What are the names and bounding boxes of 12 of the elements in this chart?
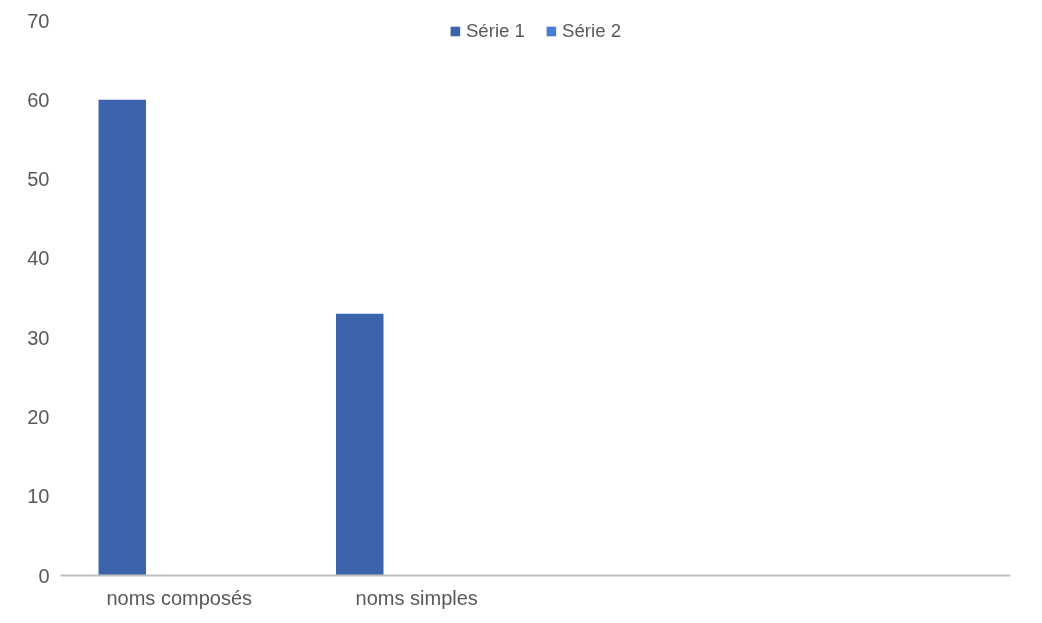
x-tick-label: noms simples	[355, 586, 478, 609]
legend-label: Série 2	[562, 20, 622, 42]
legend-label: Série 1	[465, 20, 525, 42]
y-tick-label: 60	[27, 88, 50, 111]
y-tick-label: 40	[27, 247, 50, 270]
y-tick-label: 10	[27, 485, 50, 508]
y-tick-label: 70	[27, 9, 50, 32]
y-tick-label: 0	[38, 564, 50, 587]
x-tick-label: noms composés	[106, 586, 253, 609]
y-tick-label: 20	[27, 405, 50, 428]
y-tick-label: 50	[27, 168, 50, 191]
y-tick-label: 30	[27, 326, 50, 349]
